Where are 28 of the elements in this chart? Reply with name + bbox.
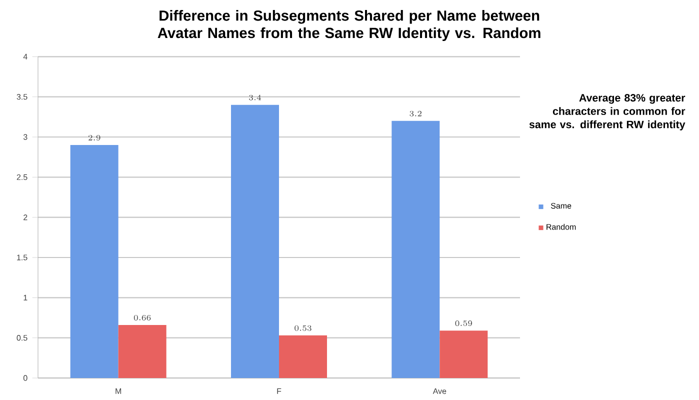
x-tick-label: Ave	[432, 388, 446, 394]
text: Average 83% greater characters in common for same vs. different RW identity	[529, 94, 686, 130]
y-tick-label: 3.5	[16, 94, 28, 100]
y-tick-label: 0	[23, 375, 28, 381]
y-tick-label: 1	[24, 294, 28, 300]
chart-title: Difference in Subsegments Shared per Name between Avatar Names from the Same RW Identity vs. Random	[158, 10, 540, 42]
x-tick-label: F	[277, 388, 282, 394]
bar	[118, 324, 166, 378]
data-label: 3 . 4	[249, 94, 262, 100]
bar	[279, 335, 328, 378]
y-tick-label: 2	[24, 214, 28, 220]
data-label: 2 . 9	[88, 134, 100, 140]
legend-label: Same	[550, 202, 572, 209]
data-label: 0 . 66	[134, 314, 151, 320]
bar	[392, 120, 440, 378]
y-tick-label: 2.5	[16, 174, 28, 180]
y-tick-label: 0.5	[16, 335, 28, 341]
x-tick-label: M	[116, 388, 122, 394]
bar	[440, 330, 488, 378]
legend-label: Random	[546, 224, 576, 230]
y-tick-label: 1.5	[17, 254, 28, 260]
bar	[231, 104, 279, 378]
data-label: 0 . 53	[294, 325, 312, 331]
y-tick-label: 4	[23, 54, 28, 60]
y-tick-label: 3	[23, 134, 28, 140]
data-label: 3 . 2	[410, 110, 422, 116]
bar	[70, 145, 118, 378]
data-label: 0 . 59	[455, 320, 472, 326]
